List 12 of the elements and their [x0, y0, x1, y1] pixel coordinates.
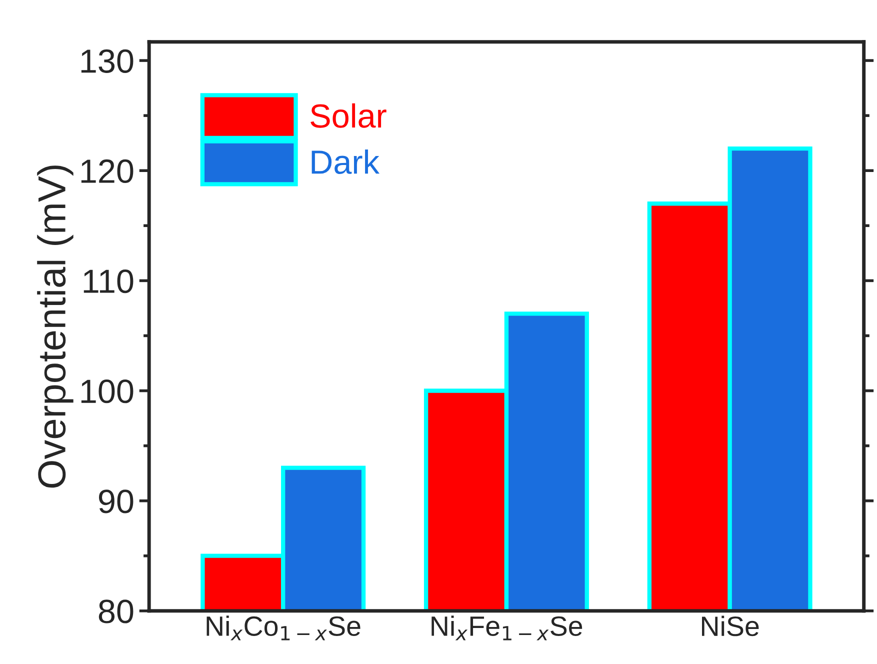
x-tick-label: Ni$_{x}$Fe$_{1−x}$Se	[432, 616, 582, 640]
y-axis-title: Overpotential (mV)	[37, 166, 74, 488]
y-tick-label: 120	[81, 159, 134, 184]
y-tick-label: 130	[81, 49, 134, 73]
y-tick-label: 90	[98, 490, 134, 514]
legend-label: Solar	[310, 103, 386, 128]
y-tick-label: 80	[98, 600, 134, 624]
y-tick-label: 110	[84, 269, 134, 294]
x-tick-label: NiSe	[702, 616, 759, 636]
legend-label: Dark	[312, 150, 380, 174]
x-tick-label: Ni$_{x}$Co$_{1−x}$Se	[206, 616, 360, 640]
y-tick-label: 100	[81, 380, 134, 404]
